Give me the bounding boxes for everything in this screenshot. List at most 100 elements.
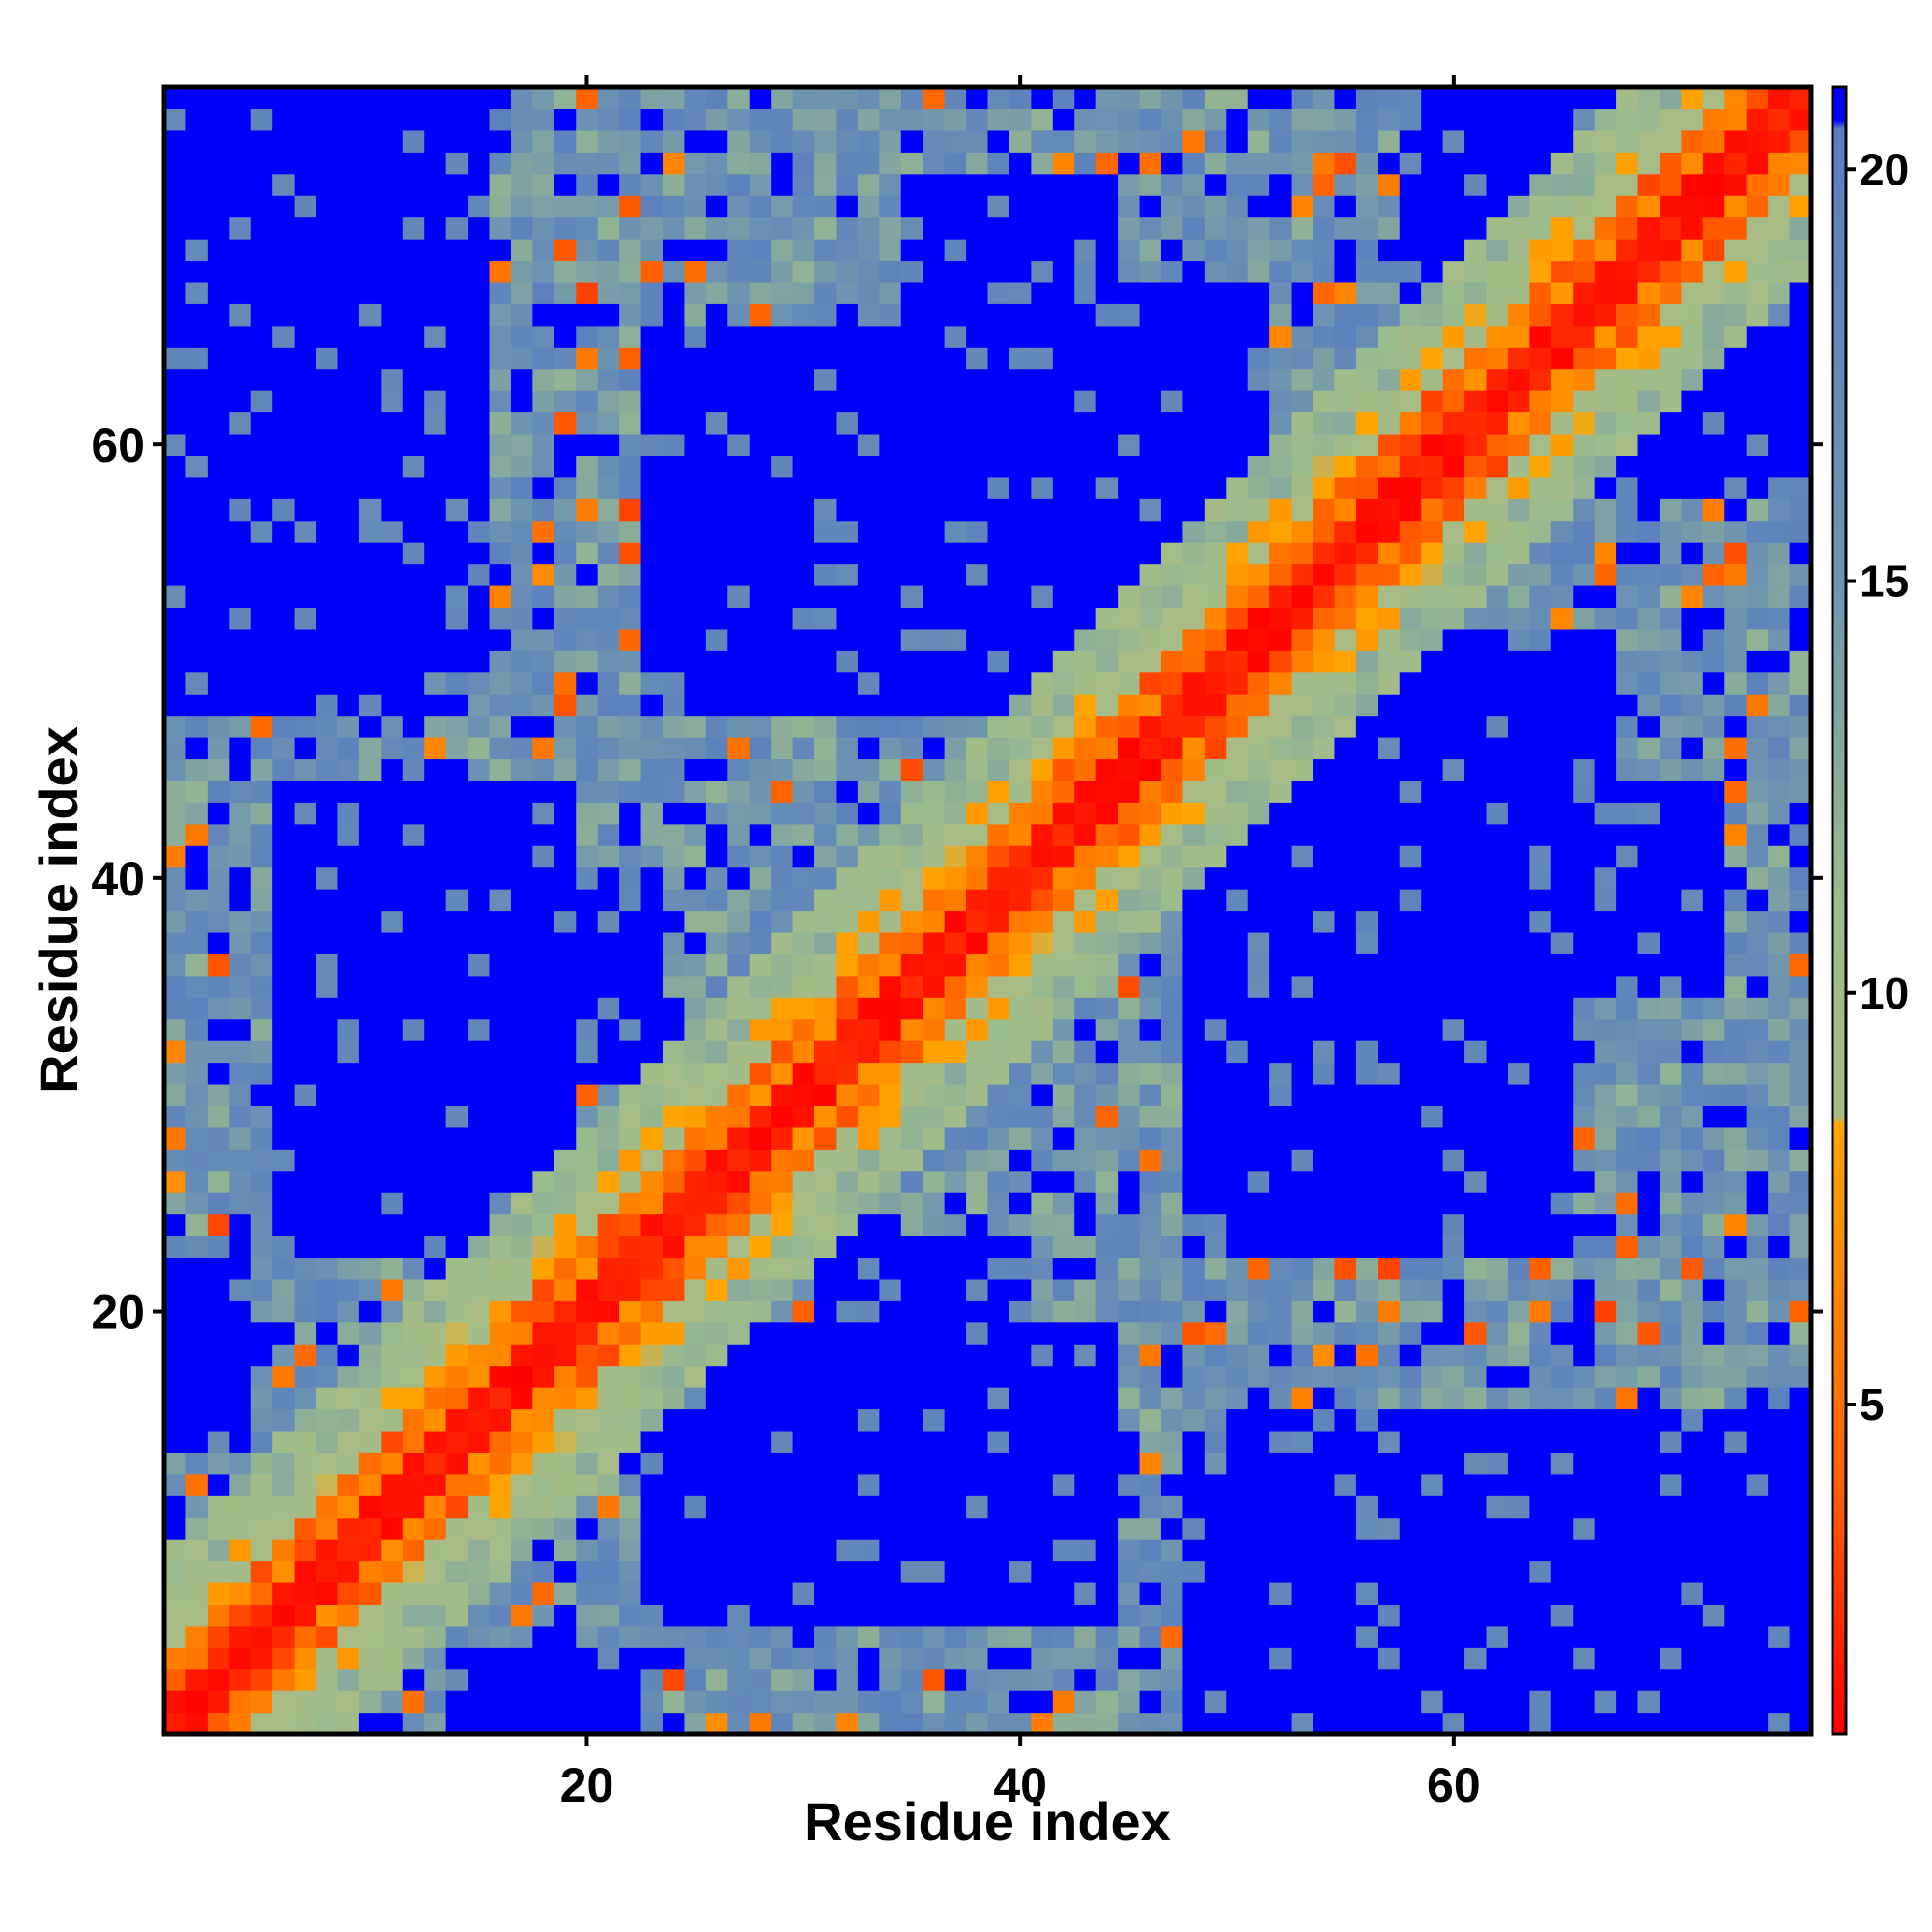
heatmap-cell — [164, 1278, 187, 1301]
heatmap-cell — [316, 1625, 339, 1648]
heatmap-cell — [857, 1365, 880, 1388]
heatmap-cell — [944, 476, 967, 499]
heatmap-cell — [250, 152, 273, 175]
heatmap-cell — [619, 152, 642, 175]
heatmap-cell — [468, 260, 491, 283]
heatmap-cell — [1550, 1062, 1574, 1085]
heatmap-cell — [727, 1062, 751, 1085]
heatmap-cell — [554, 910, 577, 933]
heatmap-cell — [1550, 239, 1574, 262]
heatmap-cell — [510, 845, 533, 868]
heatmap-cell — [1204, 1300, 1227, 1323]
heatmap-cell — [1550, 1668, 1574, 1691]
heatmap-cell — [1355, 476, 1378, 499]
heatmap-cell — [597, 1083, 620, 1106]
heatmap-cell — [381, 412, 404, 435]
heatmap-cell — [554, 520, 577, 543]
heatmap-cell — [966, 325, 989, 348]
heatmap-cell — [1160, 975, 1183, 998]
heatmap-cell — [164, 412, 187, 435]
heatmap-cell — [489, 758, 512, 781]
heatmap-cell — [727, 1539, 751, 1562]
heatmap-cell — [966, 347, 989, 370]
heatmap-cell — [1226, 1300, 1249, 1323]
heatmap-cell — [1009, 325, 1032, 348]
heatmap-cell — [1009, 260, 1032, 283]
heatmap-cell — [1182, 802, 1206, 825]
heatmap-cell — [857, 1170, 880, 1193]
heatmap-cell — [576, 216, 599, 240]
heatmap-cell — [554, 1018, 577, 1041]
heatmap-cell — [1355, 584, 1378, 609]
heatmap-cell — [1442, 260, 1465, 283]
heatmap-cell — [164, 607, 187, 630]
heatmap-cell — [1464, 1473, 1488, 1496]
heatmap-cell — [468, 303, 491, 327]
heatmap-cell — [597, 1560, 620, 1583]
heatmap-cell — [1118, 1213, 1141, 1236]
heatmap-cell — [705, 173, 728, 196]
heatmap-cell — [424, 542, 447, 565]
heatmap-cell — [1486, 1170, 1509, 1193]
heatmap-cell — [944, 1126, 967, 1150]
heatmap-cell — [1226, 1236, 1249, 1259]
heatmap-cell — [619, 997, 642, 1020]
heatmap-cell — [771, 1604, 794, 1627]
heatmap-cell — [250, 1365, 273, 1388]
heatmap-cell — [597, 1105, 620, 1128]
heatmap-cell — [1095, 1365, 1119, 1388]
heatmap-cell — [1160, 650, 1183, 673]
heatmap-cell — [749, 1430, 772, 1453]
heatmap-cell — [1009, 758, 1032, 781]
heatmap-cell — [1269, 1452, 1293, 1475]
heatmap-cell — [1355, 1690, 1378, 1714]
heatmap-cell — [1247, 975, 1270, 998]
heatmap-cell — [662, 260, 686, 283]
heatmap-cell — [1182, 216, 1206, 240]
heatmap-cell — [489, 867, 512, 890]
heatmap-cell — [554, 1473, 577, 1496]
heatmap-cell — [619, 1236, 642, 1259]
heatmap-cell — [185, 325, 209, 348]
heatmap-cell — [1095, 108, 1119, 131]
heatmap-cell — [1355, 455, 1378, 478]
heatmap-cell — [1204, 1604, 1227, 1627]
heatmap-cell — [250, 87, 273, 110]
heatmap-cell — [316, 281, 339, 304]
heatmap-cell — [1204, 1495, 1227, 1519]
heatmap-cell — [510, 650, 533, 673]
heatmap-cell — [597, 694, 620, 717]
heatmap-cell — [576, 1539, 599, 1562]
heatmap-cell — [662, 671, 686, 695]
heatmap-cell — [185, 1149, 209, 1172]
heatmap-cell — [207, 997, 230, 1020]
heatmap-cell — [381, 650, 404, 673]
heatmap-cell — [1421, 108, 1444, 131]
heatmap-cell — [250, 1192, 273, 1215]
heatmap-cell — [381, 87, 404, 110]
heatmap-cell — [1226, 1149, 1249, 1172]
heatmap-cell — [857, 715, 880, 738]
heatmap-cell — [1378, 281, 1401, 304]
heatmap-cell — [1442, 628, 1465, 651]
heatmap-cell — [1313, 1213, 1336, 1236]
heatmap-cell — [792, 1018, 815, 1041]
heatmap-cell — [1031, 1408, 1054, 1432]
heatmap-cell — [1529, 1040, 1552, 1064]
heatmap-cell — [1442, 1625, 1465, 1648]
heatmap-cell — [792, 1560, 815, 1583]
heatmap-cell — [1139, 129, 1162, 153]
heatmap-cell — [1378, 455, 1401, 478]
heatmap-cell — [1204, 1321, 1227, 1345]
heatmap-cell — [987, 975, 1010, 998]
heatmap-cell — [489, 997, 512, 1020]
heatmap-cell — [554, 390, 577, 413]
heatmap-cell — [337, 1712, 360, 1735]
heatmap-cell — [619, 1604, 642, 1627]
heatmap-cell — [1160, 1083, 1183, 1106]
heatmap-cell — [1247, 1517, 1270, 1540]
heatmap-cell — [1550, 1365, 1574, 1388]
heatmap-cell — [966, 1083, 989, 1106]
heatmap-cell — [619, 1581, 642, 1605]
heatmap-cell — [1247, 563, 1270, 586]
